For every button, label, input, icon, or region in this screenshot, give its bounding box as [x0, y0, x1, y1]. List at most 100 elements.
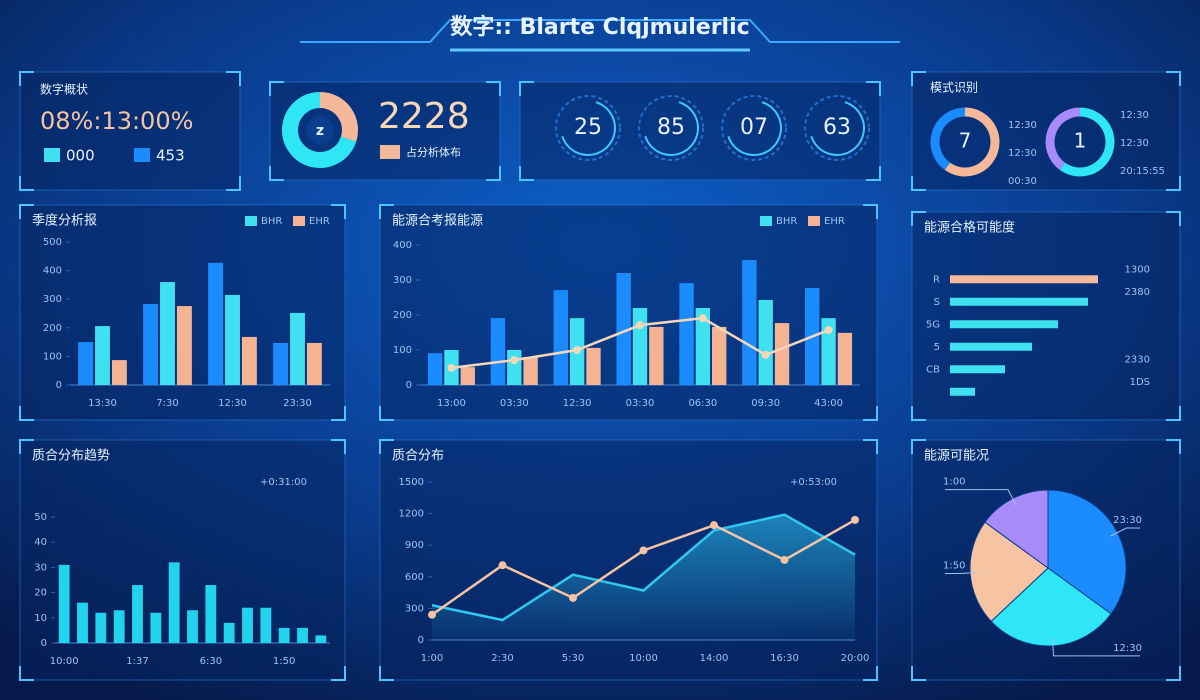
point — [639, 546, 648, 555]
bar — [742, 260, 757, 385]
chart-title: 季度分析报 — [32, 213, 97, 229]
gauge-arc — [561, 101, 616, 156]
bar — [113, 610, 125, 643]
x-tick-label: 23:30 — [283, 398, 312, 409]
line — [431, 513, 856, 622]
y-tick-label: CB — [926, 364, 940, 375]
ring-label: 00:30 — [1008, 176, 1037, 187]
legend-label: BHR — [776, 216, 797, 227]
donut-ring — [319, 92, 358, 142]
bar — [273, 342, 289, 385]
ring-arc — [944, 107, 1000, 177]
gauge-value: 63 — [823, 115, 851, 140]
stats-title: 数字概状 — [40, 82, 88, 97]
chart-title: 质合分布趋势 — [32, 448, 110, 464]
ring-center: 7 — [959, 129, 972, 153]
bar — [95, 326, 110, 385]
ring-label: 12:30 — [1008, 120, 1037, 131]
bar — [695, 308, 711, 385]
bar — [297, 627, 308, 643]
panel-corner — [911, 211, 1181, 421]
y-tick-label: 50 — [34, 512, 47, 523]
panel-corner — [269, 81, 501, 181]
bar — [632, 308, 648, 385]
panel — [911, 211, 1181, 421]
bar — [616, 273, 631, 385]
point — [636, 321, 644, 330]
bar-annotation: 2380 — [1125, 287, 1150, 298]
chart-title: 能源合考报能源 — [392, 214, 483, 229]
x-tick-label: 03:30 — [626, 398, 655, 409]
bar — [132, 585, 143, 643]
bar — [523, 357, 538, 385]
pie-label: 1:50 — [943, 561, 965, 572]
bar — [223, 622, 235, 643]
leader-line — [1051, 638, 1140, 657]
point — [510, 356, 519, 365]
bar — [649, 326, 664, 385]
panel — [19, 439, 346, 681]
bar — [150, 612, 162, 643]
bar — [950, 297, 1088, 306]
point — [824, 326, 833, 335]
bar — [176, 306, 192, 385]
panel — [19, 71, 241, 191]
legend-swatch — [760, 216, 772, 226]
bar — [950, 387, 975, 396]
panel-corner — [19, 439, 346, 681]
bar — [95, 612, 107, 643]
kpi-center: z — [316, 123, 324, 139]
gauge-ring — [555, 95, 621, 161]
y-tick-label: 0 — [406, 380, 412, 391]
x-tick-label: 2:30 — [491, 653, 513, 664]
point — [569, 593, 577, 602]
bar — [774, 323, 790, 385]
y-tick-label: 400 — [43, 266, 62, 277]
x-tick-label: 14:00 — [700, 653, 729, 664]
y-tick-label: 0 — [56, 380, 62, 391]
ring-arc — [1045, 107, 1081, 170]
bar-annotation: 1300 — [1125, 264, 1150, 275]
legend-swatch — [44, 148, 60, 162]
y-tick-label: 400 — [393, 240, 412, 251]
legend-swatch — [245, 216, 257, 226]
point — [698, 314, 707, 323]
bar — [586, 347, 601, 385]
leader-line — [1110, 527, 1140, 537]
point — [851, 515, 859, 524]
kpi-label: 占分析体布 — [406, 145, 461, 159]
y-tick-label: 500 — [43, 237, 62, 248]
point — [498, 561, 507, 570]
chart-title: 质合分布 — [392, 449, 444, 464]
x-tick-label: 43:00 — [814, 398, 843, 409]
x-tick-label: 06:30 — [688, 398, 717, 409]
x-tick-label: 7:30 — [156, 398, 178, 409]
panel-corner — [379, 204, 878, 421]
gauge-value: 85 — [657, 115, 685, 140]
pie-label: 12:30 — [1113, 643, 1142, 654]
x-tick-label: 12:30 — [218, 398, 247, 409]
y-tick-label: 1500 — [399, 477, 424, 488]
y-tick-label: R — [933, 274, 940, 285]
pie-label: 23:30 — [1113, 515, 1142, 526]
kpi-value: 2228 — [378, 96, 470, 137]
panel-corner — [379, 439, 878, 681]
header-frame — [300, 19, 900, 43]
bar — [821, 318, 836, 385]
point — [710, 521, 718, 530]
bar — [290, 312, 305, 385]
y-tick-label: 30 — [34, 562, 47, 573]
ring-arc — [1059, 107, 1115, 177]
gauge-arc — [644, 101, 699, 156]
bar — [187, 610, 198, 643]
panel-corner — [911, 439, 1181, 681]
bar — [208, 262, 224, 385]
chart-annotation: +0:31:00 — [260, 477, 307, 488]
chart-title: 能源合格可能度 — [924, 220, 1015, 236]
y-tick-label: 300 — [43, 294, 62, 305]
bar — [950, 365, 1005, 374]
y-tick-label: 100 — [393, 345, 412, 356]
bar — [58, 564, 70, 643]
bar — [679, 283, 694, 385]
